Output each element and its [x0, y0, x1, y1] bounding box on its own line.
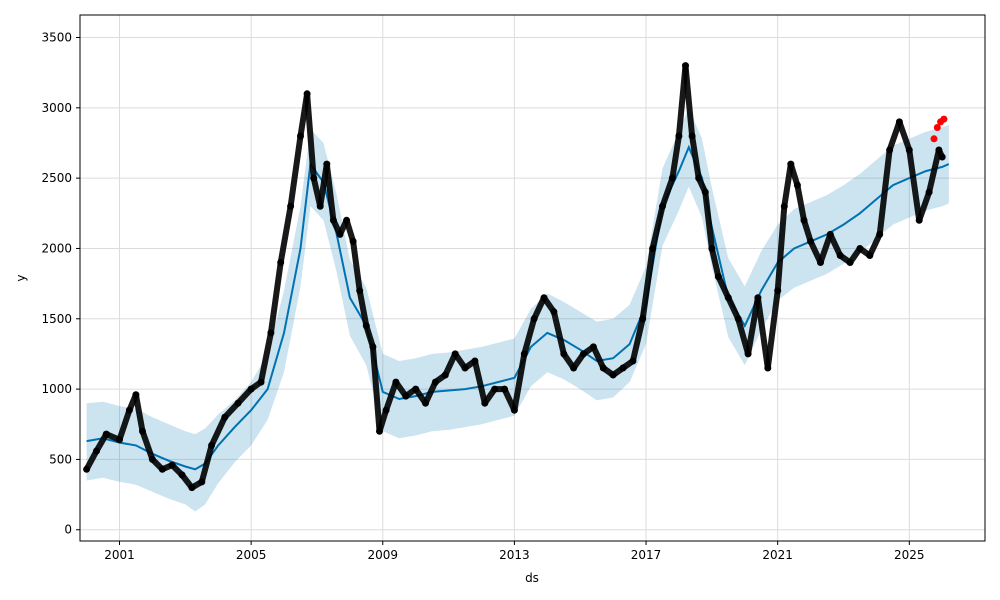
observed-trace — [590, 343, 607, 371]
observed-trace — [363, 322, 376, 350]
observed-trace — [304, 90, 317, 182]
observed-trace — [916, 189, 933, 224]
observed-trace — [866, 231, 883, 259]
observed-trace — [277, 203, 294, 266]
x-tick-label: 2013 — [499, 548, 530, 562]
observed-trace — [267, 259, 284, 336]
y-tick-label: 500 — [49, 452, 72, 466]
observed-trace — [754, 294, 771, 371]
y-tick-label: 3500 — [41, 31, 72, 45]
observed-trace — [235, 386, 255, 407]
observed-trace — [531, 294, 547, 322]
observed-trace — [629, 315, 646, 364]
forecast-line — [86, 144, 950, 471]
observed-trace — [689, 133, 702, 182]
x-tick-label: 2017 — [631, 548, 662, 562]
actual-future-point — [940, 115, 948, 123]
observed-trace — [896, 118, 913, 153]
observed-trace — [356, 287, 370, 329]
y-tick-label: 0 — [64, 523, 72, 537]
observed-trace — [649, 203, 666, 252]
x-tick-label: 2025 — [894, 548, 925, 562]
observed-trace — [817, 231, 834, 266]
observed-points — [83, 62, 946, 492]
observed-trace — [794, 182, 807, 224]
observed-trace — [383, 379, 399, 414]
observed-trace — [906, 147, 923, 224]
uncertainty-band — [86, 107, 949, 512]
uncertainty-interval — [86, 107, 949, 512]
observed-trace — [659, 175, 676, 210]
x-tick-label: 2009 — [367, 548, 398, 562]
observed-trace — [208, 414, 228, 449]
observed-trace — [669, 133, 682, 182]
observed-trace — [343, 217, 357, 245]
observed-trace — [886, 118, 903, 153]
observed-trace — [682, 62, 696, 139]
observed-trace — [876, 147, 893, 238]
x-axis-ticks: 2001 2005 2009 2013 2017 2021 2025 — [104, 541, 925, 562]
observed-trace — [725, 294, 742, 322]
observed-trace — [787, 161, 801, 189]
observed-trace — [801, 217, 814, 245]
y-tick-label: 1500 — [41, 312, 72, 326]
observed-trace — [139, 428, 156, 463]
observed-trace — [287, 133, 304, 210]
observed-trace — [511, 350, 528, 414]
observed-trace — [422, 379, 439, 407]
y-tick-label: 2000 — [41, 241, 72, 255]
observed-trace — [369, 343, 383, 435]
observed-trace — [521, 315, 538, 357]
observed-trace — [935, 147, 946, 160]
observed-trace — [708, 245, 722, 280]
x-axis-label: ds — [525, 571, 539, 585]
x-tick-label: 2021 — [762, 548, 793, 562]
y-tick-label: 2500 — [41, 171, 72, 185]
y-tick-label: 1000 — [41, 382, 72, 396]
actual-future-points — [930, 115, 948, 143]
observed-trace — [715, 273, 732, 301]
observed-trace — [827, 231, 844, 259]
observed-trace — [350, 238, 363, 294]
observed-trace — [550, 308, 567, 357]
observed-trace — [471, 358, 488, 407]
y-axis-ticks: 0 500 1000 1500 2000 2500 3000 3500 — [41, 31, 80, 537]
observed-trace — [442, 350, 459, 378]
observed-trace — [639, 245, 656, 322]
actual-future-point — [930, 135, 938, 143]
observed-trace — [774, 203, 788, 294]
observed-trace — [221, 400, 241, 421]
observed-trace — [323, 161, 337, 224]
actual-future-point — [933, 124, 941, 131]
observed-trace — [258, 329, 274, 386]
observed-trace — [376, 407, 390, 435]
observed-trace — [83, 448, 100, 473]
x-tick-label: 2005 — [236, 548, 267, 562]
observed-trace — [93, 431, 110, 454]
x-tick-label: 2001 — [104, 548, 135, 562]
y-tick-label: 3000 — [41, 101, 72, 115]
observed-trace — [116, 407, 133, 443]
observed-trace — [198, 442, 215, 485]
y-axis-label: y — [14, 274, 28, 281]
observed-trace — [702, 189, 715, 252]
observed-trace — [132, 391, 146, 435]
forecast-line-group — [86, 144, 950, 471]
observed-trace — [764, 287, 781, 371]
plot-frame — [79, 14, 986, 542]
observed-trace — [926, 147, 942, 196]
observed-trace — [781, 161, 794, 210]
